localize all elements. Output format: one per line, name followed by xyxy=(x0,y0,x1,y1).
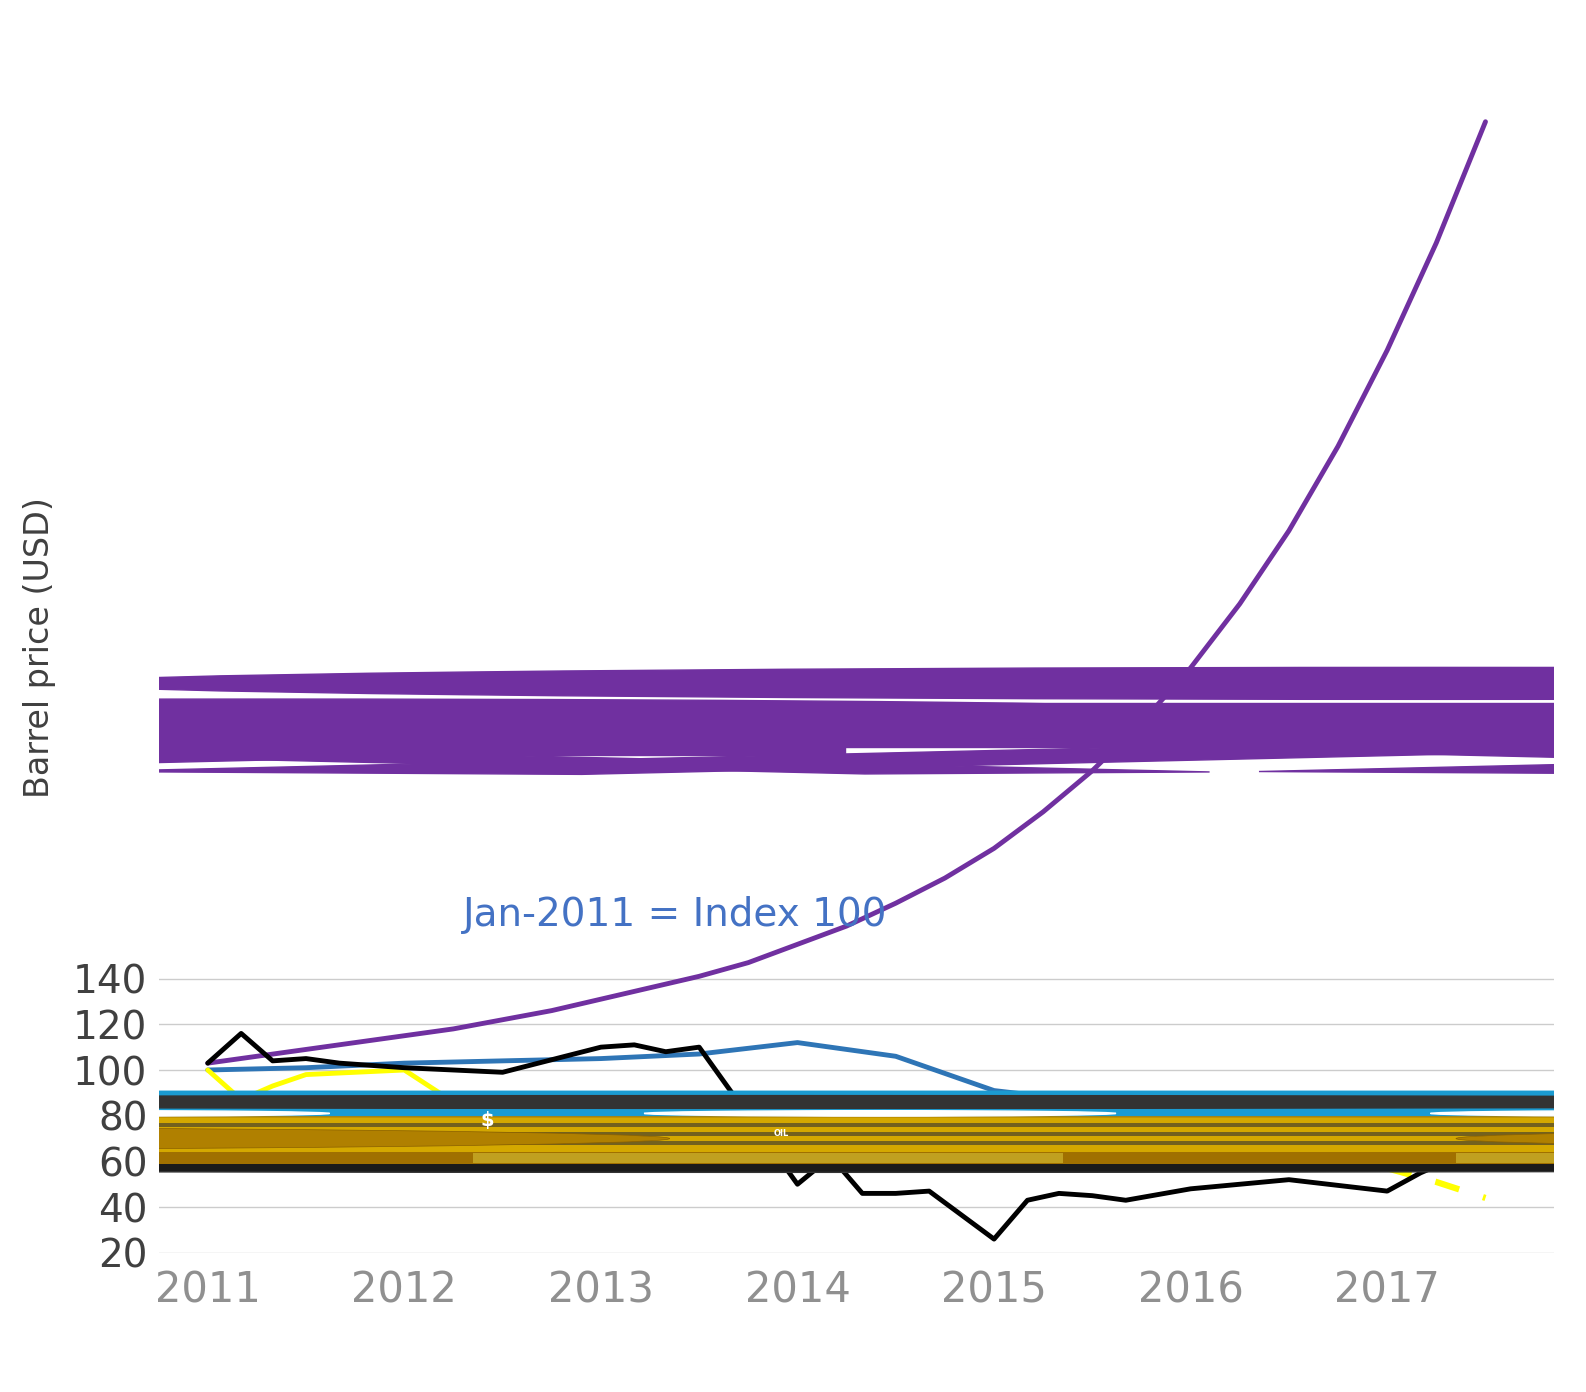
FancyBboxPatch shape xyxy=(1456,1154,1586,1162)
Circle shape xyxy=(644,1111,1117,1116)
Circle shape xyxy=(0,1111,330,1116)
FancyArrow shape xyxy=(0,718,1586,725)
FancyArrow shape xyxy=(0,735,1586,739)
FancyBboxPatch shape xyxy=(0,1100,1586,1168)
FancyArrow shape xyxy=(679,718,1586,725)
FancyArrow shape xyxy=(95,754,1210,774)
Text: Jan-2011 = Index 100: Jan-2011 = Index 100 xyxy=(463,895,888,934)
FancyBboxPatch shape xyxy=(0,1153,1586,1164)
FancyBboxPatch shape xyxy=(0,1090,1586,1150)
Circle shape xyxy=(0,1128,669,1150)
FancyBboxPatch shape xyxy=(0,1141,1586,1146)
FancyArrow shape xyxy=(1259,746,1586,774)
FancyArrow shape xyxy=(0,724,845,754)
Circle shape xyxy=(1229,667,1586,699)
Circle shape xyxy=(60,667,1586,699)
Text: $: $ xyxy=(481,1111,493,1130)
FancyBboxPatch shape xyxy=(473,1154,1063,1162)
Ellipse shape xyxy=(0,1160,1586,1172)
FancyArrow shape xyxy=(89,746,1586,774)
FancyBboxPatch shape xyxy=(0,1116,1586,1169)
FancyBboxPatch shape xyxy=(0,1122,1586,1128)
Circle shape xyxy=(0,1134,79,1143)
FancyArrow shape xyxy=(611,703,1586,748)
Text: OIL: OIL xyxy=(774,1129,790,1139)
FancyBboxPatch shape xyxy=(0,1154,79,1162)
Ellipse shape xyxy=(0,1096,1586,1108)
Y-axis label: Barrel price (USD): Barrel price (USD) xyxy=(24,497,57,798)
Circle shape xyxy=(0,699,1229,721)
Circle shape xyxy=(1431,1111,1586,1116)
FancyArrow shape xyxy=(1190,746,1586,774)
FancyArrow shape xyxy=(0,754,439,774)
Circle shape xyxy=(1456,1128,1586,1150)
FancyBboxPatch shape xyxy=(0,1132,1586,1136)
